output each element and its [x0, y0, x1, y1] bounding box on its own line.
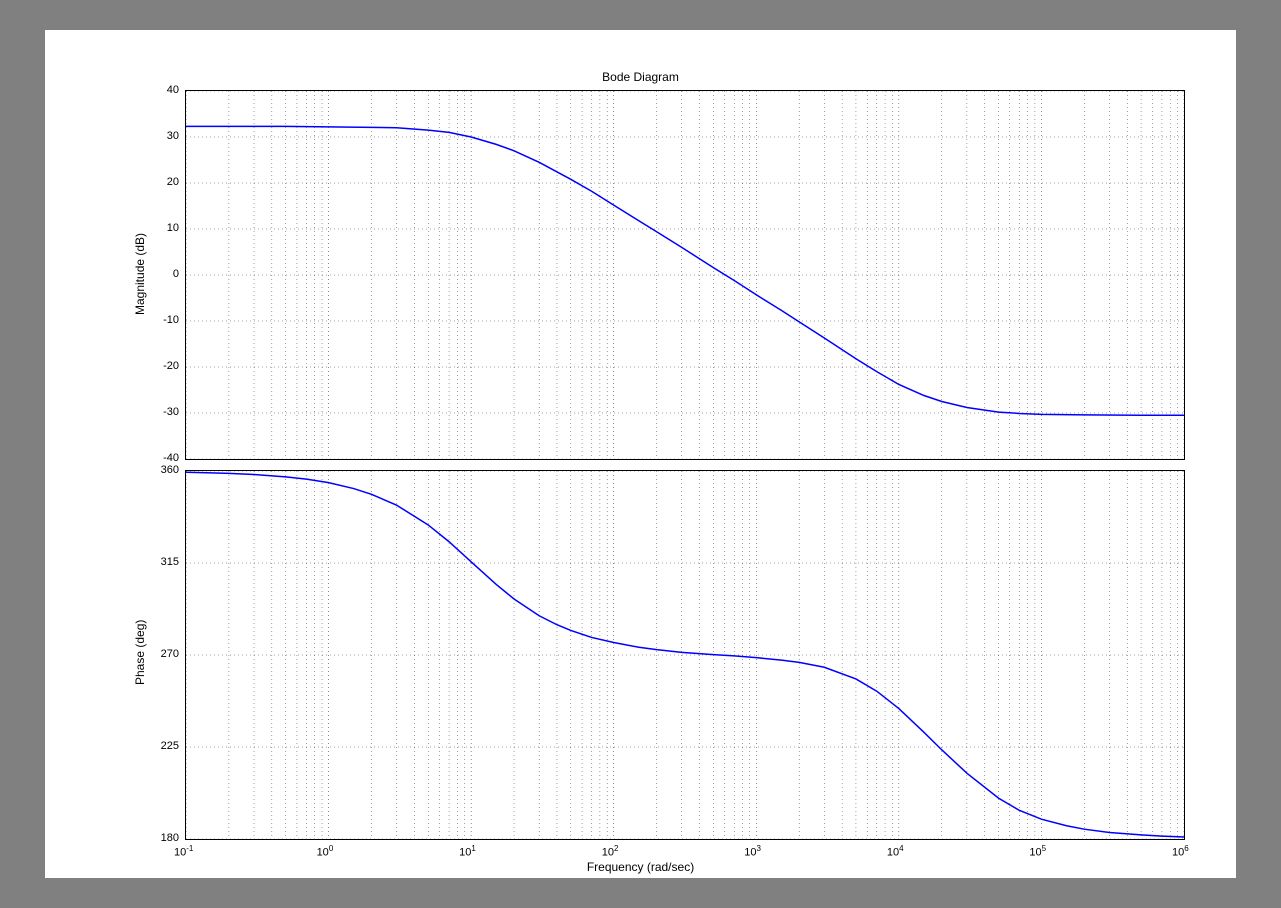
magnitude-ytick: 30 — [167, 130, 179, 142]
magnitude-ytick: -40 — [163, 452, 179, 464]
x-tick: 106 — [1172, 844, 1189, 859]
magnitude-plot — [185, 90, 1185, 460]
phase-plot — [185, 470, 1185, 840]
magnitude-svg — [186, 91, 1184, 459]
x-tick: 103 — [744, 844, 761, 859]
magnitude-ytick: -10 — [163, 314, 179, 326]
phase-ytick: 270 — [161, 648, 179, 660]
x-tick: 101 — [459, 844, 476, 859]
magnitude-ylabel: Magnitude (dB) — [133, 233, 147, 315]
phase-svg — [186, 471, 1184, 839]
magnitude-ytick: 40 — [167, 84, 179, 96]
magnitude-ytick: -30 — [163, 406, 179, 418]
figure-paper: Bode Diagram Magnitude (dB) Phase (deg) … — [45, 30, 1236, 878]
phase-ytick: 360 — [161, 464, 179, 476]
magnitude-ytick: -20 — [163, 360, 179, 372]
x-tick: 100 — [317, 844, 334, 859]
phase-ylabel: Phase (deg) — [133, 620, 147, 685]
x-tick: 10-1 — [174, 844, 193, 859]
x-axis-label: Frequency (rad/sec) — [45, 860, 1236, 874]
phase-ytick: 180 — [161, 832, 179, 844]
magnitude-ytick: 0 — [173, 268, 179, 280]
magnitude-ytick: 10 — [167, 222, 179, 234]
chart-title: Bode Diagram — [45, 70, 1236, 84]
x-tick: 105 — [1029, 844, 1046, 859]
x-tick: 104 — [887, 844, 904, 859]
x-tick: 102 — [602, 844, 619, 859]
phase-ytick: 225 — [161, 740, 179, 752]
phase-ytick: 315 — [161, 556, 179, 568]
magnitude-ytick: 20 — [167, 176, 179, 188]
